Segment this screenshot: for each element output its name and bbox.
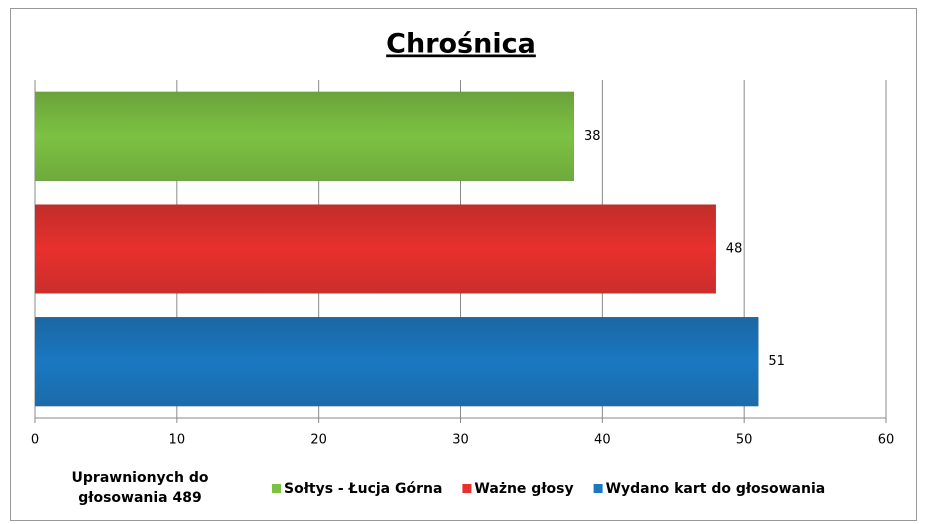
x-tick-label: 60: [878, 433, 895, 448]
data-label: 48: [726, 242, 743, 257]
annotation: głosowania 489: [78, 490, 201, 506]
bar: [35, 204, 716, 294]
chart-title: Chrośnica: [386, 29, 536, 60]
legend-swatch: [593, 484, 603, 493]
x-tick-label: 20: [310, 433, 327, 448]
annotation: Uprawnionych do: [72, 470, 209, 486]
data-label: 51: [768, 354, 785, 369]
legend-swatch: [462, 484, 472, 493]
x-tick-label: 50: [736, 433, 753, 448]
legend-label: Ważne głosy: [474, 481, 573, 497]
x-tick-label: 40: [594, 433, 611, 448]
bar: [35, 91, 574, 181]
x-tick-label: 0: [31, 433, 39, 448]
bar: [35, 317, 759, 407]
legend-swatch: [272, 484, 281, 493]
data-label: 38: [584, 129, 601, 144]
legend-label: Wydano kart do głosowania: [606, 481, 826, 497]
legend-label: Sołtys - Łucja Górna: [284, 481, 442, 497]
x-tick-label: 10: [169, 433, 186, 448]
x-tick-label: 30: [452, 433, 469, 448]
